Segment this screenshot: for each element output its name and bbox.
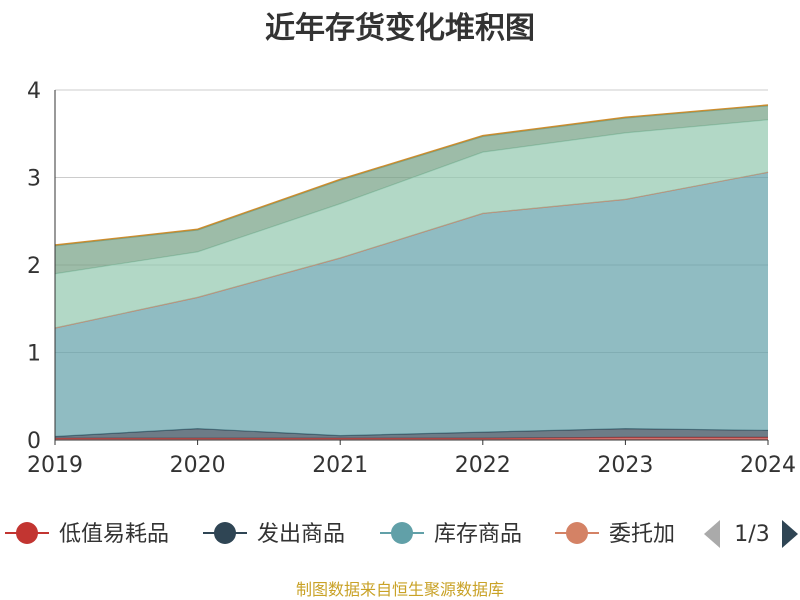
y-tick-label: 2 bbox=[27, 254, 41, 279]
area-series bbox=[54, 104, 769, 440]
legend-marker bbox=[16, 522, 38, 544]
legend-next-page-icon[interactable] bbox=[782, 520, 798, 548]
legend-label: 库存商品 bbox=[434, 522, 522, 547]
legend-item-4[interactable]: 委托加 bbox=[555, 522, 675, 547]
legend-marker bbox=[566, 522, 588, 544]
area-series-3 bbox=[55, 172, 768, 437]
legend-page-indicator: 1/3 bbox=[734, 522, 769, 547]
y-tick-label: 3 bbox=[27, 167, 41, 192]
legend-item-1[interactable]: 低值易耗品 bbox=[5, 522, 169, 547]
chart-title: 近年存货变化堆积图 bbox=[265, 11, 535, 46]
x-tick-label: 2020 bbox=[170, 453, 226, 478]
x-tick-label: 2022 bbox=[455, 453, 511, 478]
y-tick-label: 1 bbox=[27, 342, 41, 367]
y-tick-label: 0 bbox=[27, 429, 41, 454]
legend-label: 低值易耗品 bbox=[59, 522, 169, 547]
axes: 0 1 2 3 4 2019 2020 2021 2022 2023 2024 bbox=[27, 79, 796, 478]
area-series-6 bbox=[55, 105, 768, 274]
legend-item-3[interactable]: 库存商品 bbox=[380, 522, 522, 547]
legend-marker bbox=[214, 522, 236, 544]
x-tick-label: 2024 bbox=[740, 453, 796, 478]
area-series-2 bbox=[55, 428, 768, 439]
legend-marker bbox=[391, 522, 413, 544]
x-tick-label: 2023 bbox=[597, 453, 653, 478]
y-tick-label: 4 bbox=[27, 79, 41, 104]
legend-label: 发出商品 bbox=[257, 522, 345, 547]
legend-label: 委托加 bbox=[609, 522, 675, 547]
data-source-note: 制图数据来自恒生聚源数据库 bbox=[296, 580, 504, 599]
legend[interactable]: 低值易耗品 发出商品 库存商品 委托加 1/3 bbox=[5, 520, 798, 548]
x-tick-label: 2021 bbox=[312, 453, 368, 478]
area-series-5 bbox=[55, 119, 768, 328]
area-series-7-line bbox=[54, 104, 769, 246]
x-tick-label: 2019 bbox=[27, 453, 83, 478]
legend-prev-page-icon[interactable] bbox=[704, 520, 720, 548]
legend-item-2[interactable]: 发出商品 bbox=[203, 522, 345, 547]
